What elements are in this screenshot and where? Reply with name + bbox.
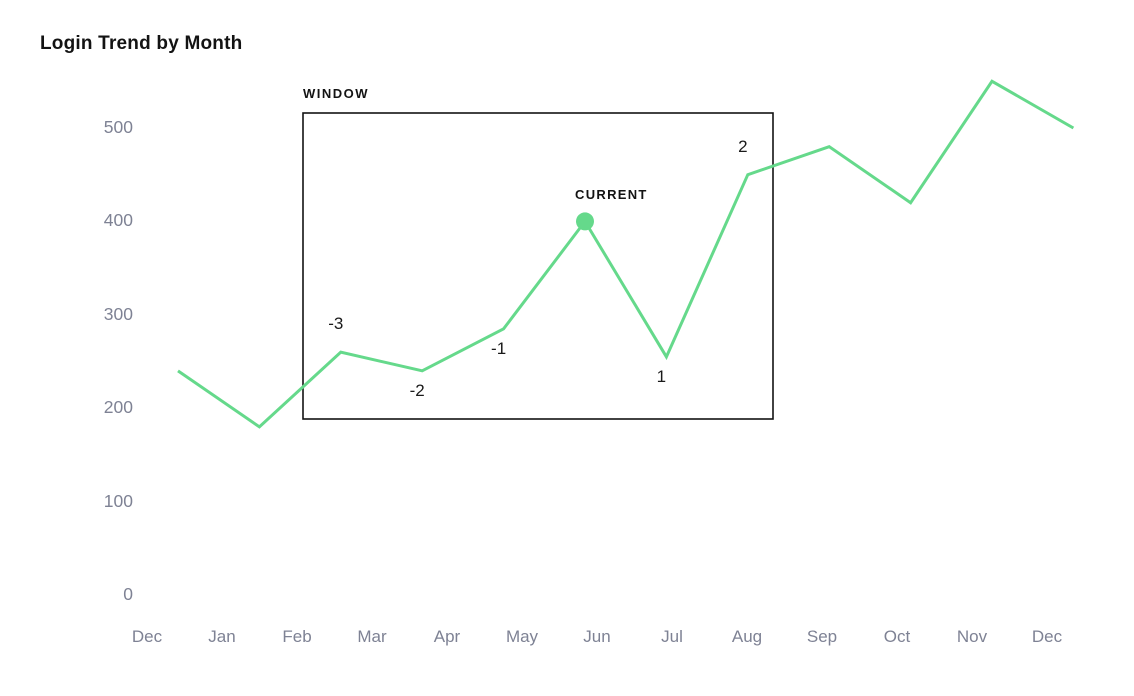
x-tick-label: Jun [583, 627, 611, 646]
x-tick-label: Dec [1031, 627, 1063, 646]
window-box [302, 112, 774, 420]
x-tick-label: Jan [208, 627, 236, 646]
x-tick-label: Jul [661, 627, 683, 646]
trend-line [177, 79, 1075, 429]
x-tick-label: Mar [357, 627, 387, 646]
y-tick-label: 100 [103, 490, 133, 511]
x-tick-label: Dec [131, 627, 163, 646]
x-tick-label: Feb [282, 627, 312, 646]
current-annotation-label: CURRENT [575, 187, 648, 202]
x-tick-label: Apr [433, 627, 461, 646]
x-tick-label: May [505, 627, 539, 646]
offset-label: 2 [738, 136, 748, 156]
offset-label: -2 [409, 380, 425, 400]
offset-label: -1 [491, 338, 507, 358]
offset-label: -3 [328, 314, 344, 334]
y-tick-label: 200 [103, 397, 133, 418]
chart-title: Login Trend by Month [40, 33, 243, 54]
y-tick-label: 0 [123, 584, 133, 604]
offset-label: 1 [656, 366, 667, 386]
x-tick-label: Nov [956, 627, 988, 646]
x-tick-label: Oct [883, 627, 911, 646]
current-point-dot [576, 212, 594, 231]
y-tick-label: 500 [103, 117, 133, 137]
x-tick-label: Aug [731, 627, 763, 646]
y-tick-label: 400 [103, 210, 133, 231]
y-tick-label: 300 [103, 303, 133, 324]
window-annotation-label: WINDOW [303, 86, 370, 101]
x-tick-label: Sep [806, 627, 838, 646]
